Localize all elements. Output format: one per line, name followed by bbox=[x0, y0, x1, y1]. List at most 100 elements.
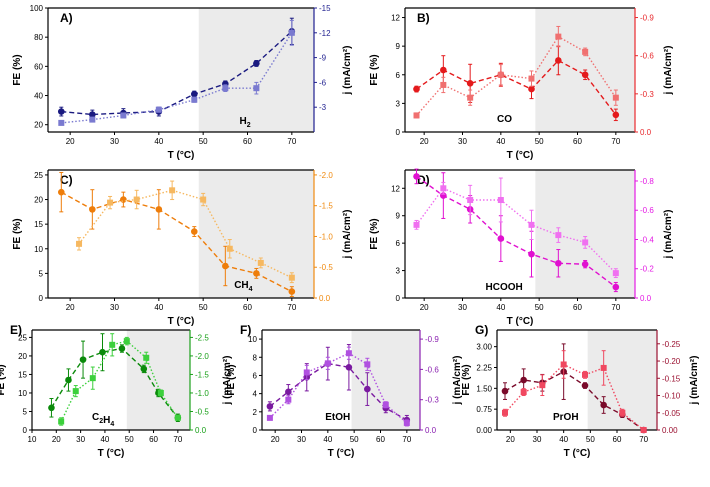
x-tick-label: 70 bbox=[611, 303, 620, 312]
x-axis-label: T (°C) bbox=[507, 316, 534, 327]
series-line-fe bbox=[60, 191, 293, 293]
data-point-j bbox=[174, 414, 181, 421]
y-tick-label-left: 0 bbox=[396, 294, 401, 303]
y-tick-label-left: 8 bbox=[253, 353, 258, 362]
x-tick-label: 40 bbox=[100, 435, 109, 444]
data-point-fe bbox=[253, 60, 260, 67]
data-point-j bbox=[266, 414, 273, 421]
data-point-j bbox=[288, 274, 295, 281]
data-point-fe bbox=[581, 382, 589, 389]
data-point-j bbox=[200, 196, 207, 203]
x-tick-label: 70 bbox=[173, 435, 182, 444]
shaded-region bbox=[351, 330, 420, 430]
x-tick-label: 10 bbox=[28, 435, 37, 444]
data-point-j bbox=[612, 270, 619, 277]
y-tick-label-right: -0.9 bbox=[425, 335, 439, 344]
panel-label: E) bbox=[10, 323, 22, 337]
x-tick-label: 60 bbox=[243, 137, 252, 146]
x-tick-label: 50 bbox=[125, 435, 134, 444]
data-point-j bbox=[528, 221, 535, 228]
data-point-j bbox=[413, 221, 420, 228]
data-point-fe bbox=[581, 260, 589, 268]
data-point-j bbox=[619, 409, 626, 416]
y-tick-label-left: 3 bbox=[396, 267, 401, 276]
data-point-j bbox=[528, 75, 535, 82]
x-tick-label: 40 bbox=[496, 303, 505, 312]
y-axis-label-left: FE (%) bbox=[369, 218, 380, 249]
shaded-region bbox=[126, 330, 190, 430]
data-point-fe bbox=[266, 403, 274, 410]
data-point-fe bbox=[191, 228, 198, 235]
y-axis-label-right: j (mA/cm²) bbox=[342, 46, 353, 96]
x-axis-label: T (°C) bbox=[564, 448, 591, 459]
y-tick-label-left: 0 bbox=[39, 294, 44, 303]
species-label: H2 bbox=[240, 116, 251, 129]
data-point-fe bbox=[58, 108, 65, 115]
data-point-j bbox=[555, 33, 562, 40]
y-axis-label-right: j (mA/cm²) bbox=[663, 210, 674, 260]
data-point-fe bbox=[555, 259, 562, 267]
y-tick-label-right: 0.0 bbox=[319, 294, 331, 303]
data-point-j bbox=[58, 418, 65, 425]
y-tick-label-right: -0.4 bbox=[640, 235, 654, 244]
x-tick-label: 20 bbox=[52, 435, 61, 444]
panel-c: 20 30 40 50 60 70 0 5 10 15 20 25 0.0 -0.5 -1.0 -1.5 -2.… bbox=[12, 169, 353, 327]
series-line-fe bbox=[269, 362, 408, 421]
data-point-j bbox=[345, 350, 352, 357]
y-tick-label-left: 10 bbox=[18, 389, 27, 398]
data-point-j bbox=[364, 361, 371, 368]
series-line-fe bbox=[61, 30, 293, 116]
data-point-j bbox=[440, 81, 447, 88]
panel-label: F) bbox=[240, 323, 251, 337]
y-tick-label-left: 20 bbox=[34, 196, 43, 205]
data-point-fe bbox=[65, 376, 72, 384]
x-tick-label: 20 bbox=[420, 303, 429, 312]
y-tick-label-left: 0 bbox=[253, 426, 258, 435]
data-point-j bbox=[303, 369, 310, 376]
y-tick-label-left: 12 bbox=[391, 14, 400, 23]
data-point-fe bbox=[140, 365, 148, 373]
data-point-j bbox=[143, 354, 150, 361]
data-point-fe bbox=[99, 348, 106, 356]
y-tick-label-left: 12 bbox=[391, 184, 400, 193]
y-tick-label-left: 2.25 bbox=[476, 364, 492, 373]
x-tick-label: 40 bbox=[154, 303, 163, 312]
data-point-j bbox=[582, 48, 589, 55]
x-tick-label: 40 bbox=[154, 137, 163, 146]
y-tick-label-right: -15 bbox=[319, 4, 331, 13]
y-tick-label-left: 20 bbox=[34, 121, 43, 130]
data-point-j bbox=[285, 396, 292, 403]
data-point-j bbox=[222, 85, 229, 92]
x-tick-label: 60 bbox=[149, 435, 158, 444]
y-tick-label-right: -1.0 bbox=[195, 389, 209, 398]
y-tick-label-left: 0 bbox=[396, 128, 401, 137]
data-point-j bbox=[107, 199, 114, 206]
y-axis-label-left: FE (%) bbox=[226, 364, 237, 395]
data-point-fe bbox=[118, 345, 126, 352]
y-tick-label-right: -0.25 bbox=[662, 340, 681, 349]
y-tick-label-left: 9 bbox=[396, 212, 401, 221]
data-point-fe bbox=[253, 270, 260, 277]
y-tick-label-left: 5 bbox=[39, 269, 44, 278]
data-point-j bbox=[440, 185, 447, 192]
data-point-j bbox=[253, 85, 260, 92]
data-point-j bbox=[155, 106, 162, 113]
y-tick-label-right: 0.00 bbox=[662, 426, 678, 435]
data-point-fe bbox=[555, 57, 562, 64]
y-axis-label-right: j (mA/cm²) bbox=[689, 356, 700, 406]
y-tick-label-left: 6 bbox=[396, 239, 401, 248]
y-tick-label-right: -0.6 bbox=[425, 365, 439, 374]
x-tick-label: 20 bbox=[66, 303, 75, 312]
y-tick-label-right: -0.5 bbox=[319, 263, 333, 272]
x-tick-label: 40 bbox=[559, 435, 568, 444]
data-point-fe bbox=[497, 235, 505, 242]
y-tick-label-left: 0 bbox=[23, 426, 28, 435]
y-tick-label-right: 0.0 bbox=[425, 426, 437, 435]
y-tick-label-left: 0.00 bbox=[476, 426, 492, 435]
y-axis-label-right: j (mA/cm²) bbox=[222, 356, 233, 406]
y-tick-label-right: -0.8 bbox=[640, 177, 654, 186]
panel-label: B) bbox=[417, 11, 430, 25]
y-tick-label-right: -0.10 bbox=[662, 392, 681, 401]
data-point-j bbox=[600, 364, 607, 371]
x-tick-label: 30 bbox=[110, 137, 119, 146]
